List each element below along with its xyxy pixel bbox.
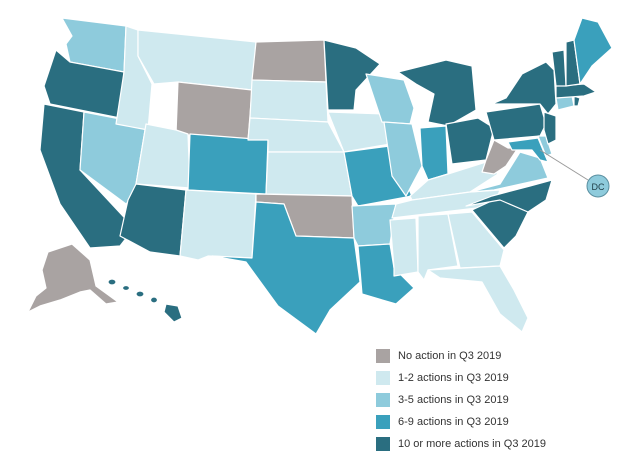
legend-item-3-5: 3-5 actions in Q3 2019 — [376, 390, 546, 410]
state-oh[interactable] — [445, 117, 495, 165]
state-nm[interactable] — [179, 189, 257, 261]
state-ms[interactable] — [389, 217, 419, 277]
state-tn[interactable] — [391, 189, 501, 219]
state-ar[interactable] — [351, 203, 397, 247]
legend-swatch — [376, 349, 390, 363]
state-wi[interactable] — [365, 73, 415, 125]
legend-swatch — [376, 393, 390, 407]
legend-item-6-9: 6-9 actions in Q3 2019 — [376, 412, 546, 432]
state-mt[interactable] — [137, 29, 257, 91]
state-la[interactable] — [357, 243, 415, 305]
state-hi[interactable] — [107, 278, 183, 323]
state-tx[interactable] — [211, 201, 361, 335]
dc-label: DC — [592, 182, 605, 192]
state-pa[interactable] — [485, 103, 547, 141]
state-nc[interactable] — [465, 179, 553, 213]
state-ri[interactable] — [573, 95, 581, 107]
legend-swatch — [376, 437, 390, 451]
state-sd[interactable] — [249, 79, 329, 123]
state-me[interactable] — [573, 17, 613, 85]
state-fl[interactable] — [427, 265, 529, 333]
legend-label: 10 or more actions in Q3 2019 — [398, 438, 546, 450]
legend-item-1-2: 1-2 actions in Q3 2019 — [376, 368, 546, 388]
state-ks[interactable] — [265, 151, 353, 197]
state-md[interactable] — [507, 137, 549, 163]
legend-item-10-plus: 10 or more actions in Q3 2019 — [376, 434, 546, 454]
state-ak[interactable] — [27, 243, 119, 313]
legend-swatch — [376, 415, 390, 429]
state-de[interactable] — [537, 135, 553, 157]
legend: No action in Q3 2019 1-2 actions in Q3 2… — [376, 346, 546, 456]
state-wy[interactable] — [175, 81, 253, 141]
state-nd[interactable] — [251, 39, 327, 83]
state-nj[interactable] — [543, 111, 557, 145]
legend-label: No action in Q3 2019 — [398, 350, 502, 362]
state-il[interactable] — [383, 121, 423, 197]
state-co[interactable] — [187, 133, 269, 195]
legend-item-none: No action in Q3 2019 — [376, 346, 546, 366]
legend-swatch — [376, 371, 390, 385]
state-wv[interactable] — [481, 139, 519, 175]
legend-label: 3-5 actions in Q3 2019 — [398, 394, 509, 406]
state-ut[interactable] — [135, 123, 191, 189]
legend-label: 1-2 actions in Q3 2019 — [398, 372, 509, 384]
dc-bubble[interactable] — [586, 174, 610, 198]
legend-label: 6-9 actions in Q3 2019 — [398, 416, 509, 428]
state-mn[interactable] — [323, 39, 381, 111]
state-ga[interactable] — [447, 211, 505, 269]
dc-leader-line — [539, 149, 589, 181]
state-in[interactable] — [419, 125, 449, 181]
